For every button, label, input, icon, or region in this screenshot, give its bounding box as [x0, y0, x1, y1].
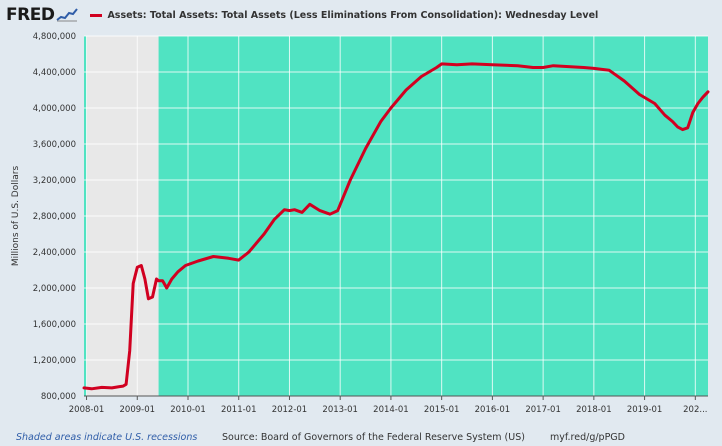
x-tick-label: 202...: [683, 405, 707, 415]
source-note: Source: Board of Governors of the Federa…: [222, 432, 525, 443]
x-tick-label: 2016-01: [475, 405, 511, 415]
y-tick-label: 2,400,000: [33, 248, 76, 258]
series-legend-swatch: [90, 13, 103, 17]
fred-logo[interactable]: FRED: [6, 5, 79, 25]
x-tick-label: 2015-01: [424, 405, 460, 415]
x-tick-label: 2014-01: [373, 405, 409, 415]
x-tick-label: 2017-01: [525, 405, 561, 415]
x-tick-label: 2011-01: [221, 405, 257, 415]
series-line: [82, 62, 710, 391]
y-tick-label: 3,600,000: [33, 140, 76, 150]
chart-header: FRED Assets: Total Assets: Total Assets …: [6, 4, 598, 26]
x-tick-label: 2012-01: [272, 405, 308, 415]
fred-logo-text: FRED: [6, 5, 55, 25]
x-tick-label: 2013-01: [322, 405, 358, 415]
recession-note: Shaded areas indicate U.S. recessions: [16, 432, 198, 443]
y-tick-label: 4,000,000: [33, 104, 76, 114]
y-tick-label: 1,200,000: [33, 356, 76, 366]
x-tick-label: 2008-01: [69, 405, 105, 415]
chart-title: Assets: Total Assets: Total Assets (Less…: [107, 9, 599, 21]
short-link[interactable]: myf.red/g/pPGD: [550, 432, 625, 443]
trend-graph-icon: [56, 8, 79, 22]
x-tick-label: 2009-01: [120, 405, 156, 415]
x-tick-label: 2019-01: [627, 405, 663, 415]
y-axis-label: Millions of U.S. Dollars: [11, 166, 21, 267]
y-tick-label: 2,800,000: [33, 212, 76, 222]
y-tick-label: 3,200,000: [33, 176, 76, 186]
x-tick-label: 2010-01: [170, 405, 206, 415]
y-tick-label: 800,000: [41, 392, 76, 402]
y-tick-label: 4,800,000: [33, 32, 76, 42]
x-tick-label: 2018-01: [576, 405, 612, 415]
y-tick-label: 2,000,000: [33, 284, 76, 294]
y-tick-label: 1,600,000: [33, 320, 76, 330]
y-tick-label: 4,400,000: [33, 68, 76, 78]
